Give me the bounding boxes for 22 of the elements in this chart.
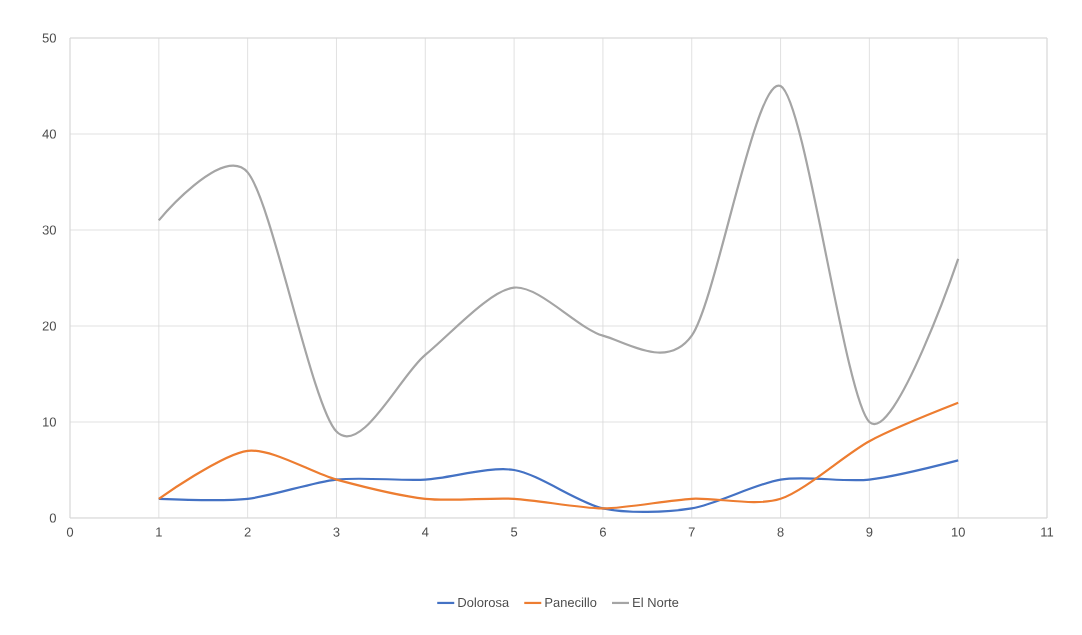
legend-label: Panecillo: [545, 597, 597, 608]
x-tick-label: 7: [688, 527, 695, 537]
legend-label: Dolorosa: [458, 597, 510, 608]
x-tick-label: 8: [777, 527, 784, 537]
x-tick-label: 9: [866, 527, 873, 537]
x-tick-label: 10: [951, 527, 965, 537]
x-tick-label: 3: [333, 527, 340, 537]
legend-label: El Norte: [633, 597, 679, 608]
y-tick-label: 30: [42, 225, 56, 235]
x-tick-label: 4: [421, 527, 429, 537]
x-tick-label: 0: [66, 527, 74, 537]
y-tick-label: 50: [42, 33, 56, 43]
y-tick-label: 0: [49, 513, 56, 523]
y-tick-label: 40: [42, 129, 56, 139]
y-tick-label: 10: [43, 417, 56, 427]
x-tick-label: 2: [244, 527, 251, 537]
x-tick-label: 11: [1041, 527, 1054, 537]
y-tick-label: 20: [42, 321, 56, 331]
line-series: [157, 401, 960, 510]
x-tick-label: 5: [511, 527, 518, 537]
x-tick-label: 1: [156, 527, 162, 537]
x-tick-label: 6: [599, 527, 606, 537]
